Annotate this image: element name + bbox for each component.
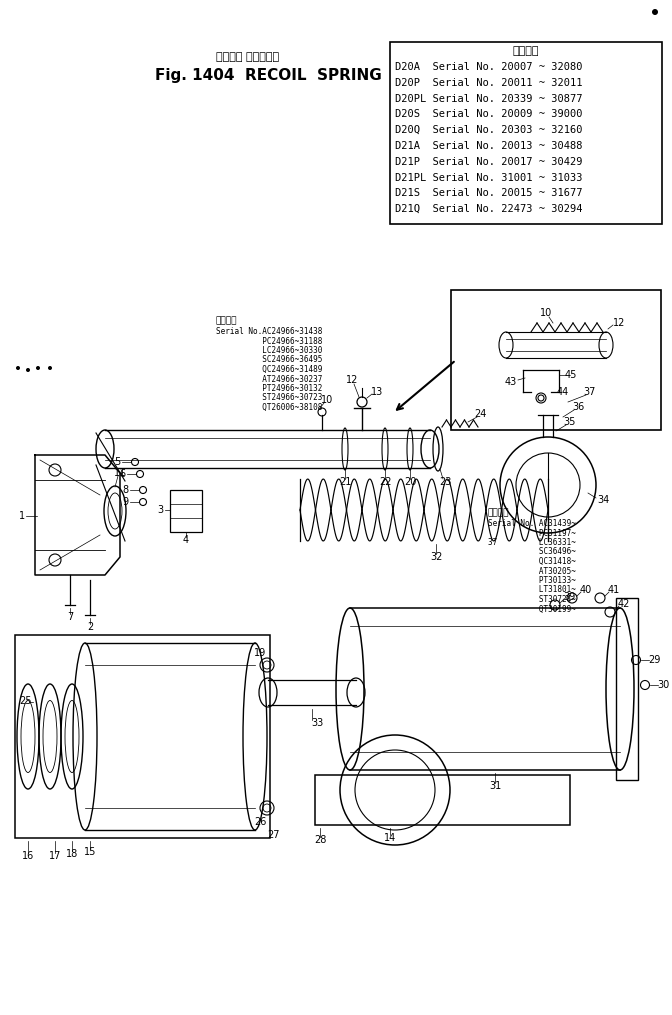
Text: PC24966~31188: PC24966~31188 bbox=[216, 337, 323, 345]
Circle shape bbox=[36, 366, 40, 370]
Text: 10: 10 bbox=[321, 395, 333, 405]
Text: AT30205~: AT30205~ bbox=[488, 566, 576, 576]
Text: PT30133~: PT30133~ bbox=[488, 576, 576, 585]
Bar bbox=[451, 290, 661, 430]
Text: LC24966~30330: LC24966~30330 bbox=[216, 346, 323, 355]
Text: 45: 45 bbox=[564, 370, 577, 380]
Text: 12: 12 bbox=[613, 318, 625, 328]
Text: 21: 21 bbox=[339, 477, 351, 487]
Text: 10: 10 bbox=[540, 308, 552, 318]
Text: 22: 22 bbox=[379, 477, 391, 487]
Text: 33: 33 bbox=[311, 718, 323, 728]
Text: 29: 29 bbox=[648, 655, 660, 665]
Text: 5: 5 bbox=[114, 457, 120, 467]
Text: 42: 42 bbox=[618, 599, 630, 609]
Text: 2: 2 bbox=[87, 622, 93, 632]
Text: 44: 44 bbox=[557, 387, 569, 397]
Text: AT24966~30237: AT24966~30237 bbox=[216, 375, 323, 384]
Text: PT24966~30132: PT24966~30132 bbox=[216, 384, 323, 393]
Text: D21PL Serial No. 31001 ~ 31033: D21PL Serial No. 31001 ~ 31033 bbox=[395, 173, 583, 183]
Text: 27: 27 bbox=[267, 830, 280, 840]
Text: D20P  Serial No. 20011 ~ 32011: D20P Serial No. 20011 ~ 32011 bbox=[395, 78, 583, 88]
Text: D21A  Serial No. 20013 ~ 30488: D21A Serial No. 20013 ~ 30488 bbox=[395, 141, 583, 151]
Text: D20Q  Serial No. 20303 ~ 32160: D20Q Serial No. 20303 ~ 32160 bbox=[395, 125, 583, 135]
Text: PC31197~: PC31197~ bbox=[488, 529, 576, 538]
Circle shape bbox=[26, 368, 30, 373]
Text: ST30724~: ST30724~ bbox=[488, 595, 576, 604]
Text: 14: 14 bbox=[384, 833, 396, 843]
Text: 26: 26 bbox=[254, 817, 266, 827]
Text: 24: 24 bbox=[474, 409, 486, 419]
Text: Serial No.AC24966~31438: Serial No.AC24966~31438 bbox=[216, 327, 323, 336]
Text: 35: 35 bbox=[564, 417, 576, 427]
Bar bbox=[390, 42, 662, 224]
Text: D20PL Serial No. 20339 ~ 30877: D20PL Serial No. 20339 ~ 30877 bbox=[395, 93, 583, 104]
Text: 3: 3 bbox=[157, 505, 163, 515]
Text: 19: 19 bbox=[254, 648, 266, 658]
Text: Serial No. AC31439~: Serial No. AC31439~ bbox=[488, 519, 576, 528]
Text: 13: 13 bbox=[371, 387, 383, 397]
Text: 37: 37 bbox=[584, 387, 596, 397]
Text: QC24966~31489: QC24966~31489 bbox=[216, 365, 323, 374]
Text: 8: 8 bbox=[122, 485, 128, 495]
Text: 23: 23 bbox=[439, 477, 451, 487]
Text: 39: 39 bbox=[563, 592, 575, 602]
Bar bbox=[315, 775, 570, 825]
Text: 25: 25 bbox=[19, 696, 32, 706]
Text: 43: 43 bbox=[505, 377, 517, 387]
Bar bbox=[616, 598, 638, 780]
Text: 15: 15 bbox=[84, 847, 96, 857]
Text: LT31801~: LT31801~ bbox=[488, 586, 576, 595]
Circle shape bbox=[652, 9, 658, 15]
Text: 適用号機: 適用号機 bbox=[488, 508, 509, 517]
Text: リコイル スプリング: リコイル スプリング bbox=[216, 52, 280, 62]
Text: 7: 7 bbox=[67, 612, 73, 622]
Text: 36: 36 bbox=[572, 402, 584, 412]
Text: 12: 12 bbox=[346, 375, 358, 385]
Text: 16: 16 bbox=[22, 851, 34, 861]
Text: ST24966~30723: ST24966~30723 bbox=[216, 394, 323, 403]
Text: D20A  Serial No. 20007 ~ 32080: D20A Serial No. 20007 ~ 32080 bbox=[395, 62, 583, 72]
Text: 18: 18 bbox=[66, 849, 78, 859]
Text: 適用号機: 適用号機 bbox=[513, 46, 539, 56]
Text: 適用号機: 適用号機 bbox=[216, 316, 237, 325]
Text: 20: 20 bbox=[404, 477, 416, 487]
Text: D21S  Serial No. 20015 ~ 31677: D21S Serial No. 20015 ~ 31677 bbox=[395, 189, 583, 198]
Text: 6: 6 bbox=[119, 469, 125, 479]
Text: QT30199~: QT30199~ bbox=[488, 605, 576, 613]
Circle shape bbox=[48, 366, 52, 370]
Text: D21Q  Serial No. 22473 ~ 30294: D21Q Serial No. 22473 ~ 30294 bbox=[395, 204, 583, 214]
Text: 41: 41 bbox=[608, 585, 620, 595]
Bar bbox=[15, 635, 270, 838]
Text: Fig. 1404  RECOIL  SPRING: Fig. 1404 RECOIL SPRING bbox=[155, 68, 382, 83]
Text: D20S  Serial No. 20009 ~ 39000: D20S Serial No. 20009 ~ 39000 bbox=[395, 110, 583, 120]
Text: 9: 9 bbox=[122, 497, 128, 508]
Text: 37         LC36331~: 37 LC36331~ bbox=[488, 538, 576, 547]
Text: SC24966~36495: SC24966~36495 bbox=[216, 355, 323, 364]
Text: 40: 40 bbox=[580, 585, 592, 595]
Text: SC36496~: SC36496~ bbox=[488, 547, 576, 556]
Text: 28: 28 bbox=[314, 835, 326, 845]
Text: 4: 4 bbox=[183, 535, 189, 545]
Bar bbox=[170, 490, 202, 532]
Text: 17: 17 bbox=[49, 851, 61, 861]
Text: 34: 34 bbox=[597, 495, 609, 505]
Text: QT26006~38108: QT26006~38108 bbox=[216, 403, 323, 412]
Circle shape bbox=[16, 366, 20, 370]
Text: 1: 1 bbox=[19, 511, 25, 521]
Text: D21P  Serial No. 20017 ~ 30429: D21P Serial No. 20017 ~ 30429 bbox=[395, 156, 583, 166]
Text: QC31418~: QC31418~ bbox=[488, 557, 576, 566]
Text: 31: 31 bbox=[489, 781, 501, 791]
Text: 32: 32 bbox=[430, 552, 443, 562]
Text: 11: 11 bbox=[114, 468, 126, 478]
Text: 30: 30 bbox=[657, 680, 669, 690]
